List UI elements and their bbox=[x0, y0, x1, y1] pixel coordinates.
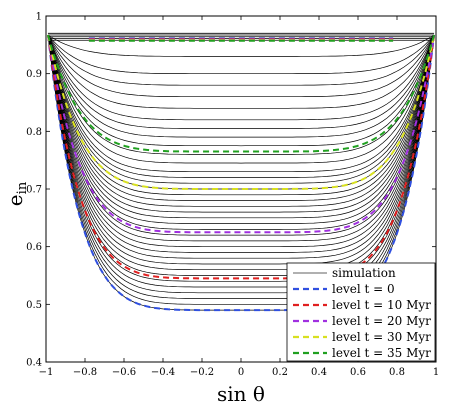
simulation-curve bbox=[47, 34, 435, 271]
y-axis-label-main: e bbox=[3, 194, 27, 206]
simulation-curve bbox=[47, 34, 435, 121]
simulation-curve bbox=[47, 34, 435, 236]
simulation-curve bbox=[47, 34, 435, 138]
x-tick-label: 0.4 bbox=[311, 367, 327, 378]
simulation-curve bbox=[47, 34, 435, 196]
legend-label: level t = 0 bbox=[332, 282, 395, 296]
legend-label: level t = 35 Myr bbox=[332, 346, 431, 360]
y-tick-label: 0.9 bbox=[26, 69, 42, 80]
simulation-curve bbox=[47, 34, 435, 207]
simulation-curve bbox=[47, 34, 435, 282]
y-axis-label-sub: in bbox=[15, 181, 30, 194]
level-curve bbox=[47, 34, 436, 234]
x-tick-label: 0.8 bbox=[389, 367, 405, 378]
simulation-curve bbox=[47, 34, 435, 75]
simulation-curve bbox=[47, 34, 435, 155]
simulation-curve bbox=[47, 34, 435, 98]
x-tick-label: 1 bbox=[433, 367, 439, 378]
x-tick-label: −0.2 bbox=[190, 367, 214, 378]
x-tick-label: −0.6 bbox=[112, 367, 136, 378]
simulation-curve bbox=[47, 34, 435, 265]
simulation-curve bbox=[47, 34, 435, 129]
y-tick-label: 0.8 bbox=[26, 127, 42, 138]
y-tick-label: 0.5 bbox=[26, 300, 42, 311]
x-tick-label: −0.8 bbox=[73, 367, 97, 378]
y-tick-label: 1 bbox=[36, 12, 42, 23]
y-tick-label: 0.7 bbox=[26, 185, 42, 196]
x-tick-label: 0.2 bbox=[272, 367, 288, 378]
simulation-curve bbox=[47, 34, 435, 230]
simulation-curve bbox=[47, 34, 435, 109]
simulation-curve bbox=[47, 34, 435, 173]
simulation-curve bbox=[47, 34, 435, 184]
simulation-curve bbox=[47, 34, 435, 219]
simulation-curve bbox=[47, 34, 435, 178]
x-tick-label: 0.6 bbox=[350, 367, 366, 378]
x-axis-label: sin θ bbox=[217, 382, 265, 406]
simulation-curve bbox=[47, 34, 435, 242]
simulation-curve bbox=[47, 34, 435, 201]
simulation-curve bbox=[47, 34, 435, 253]
legend-label: level t = 10 Myr bbox=[332, 298, 431, 312]
simulation-curve bbox=[47, 34, 435, 86]
simulation-curve bbox=[47, 34, 435, 224]
legend-label: simulation bbox=[332, 266, 396, 280]
legend-label: level t = 30 Myr bbox=[332, 330, 431, 344]
simulation-curve bbox=[47, 34, 435, 147]
simulation-curve bbox=[47, 34, 435, 276]
y-tick-label: 0.6 bbox=[26, 242, 42, 253]
simulation-curve bbox=[47, 34, 435, 57]
legend-label: level t = 20 Myr bbox=[332, 314, 431, 328]
simulation-curve bbox=[47, 34, 435, 259]
simulation-curve bbox=[47, 34, 435, 248]
simulation-curve bbox=[47, 34, 435, 164]
simulation-curve bbox=[47, 34, 435, 190]
x-tick-label: −1 bbox=[39, 367, 54, 378]
simulation-curves bbox=[47, 32, 435, 311]
y-axis-label: ein bbox=[3, 181, 30, 206]
simulation-curve bbox=[47, 34, 435, 213]
x-tick-label: −0.4 bbox=[151, 367, 175, 378]
legend-box bbox=[286, 262, 436, 362]
legend: simulation level t = 0 level t = 10 Myr lev… bbox=[286, 262, 436, 362]
y-tick-label: 0.4 bbox=[26, 358, 42, 369]
level-curve bbox=[47, 34, 436, 280]
x-tick-label: 0 bbox=[238, 367, 244, 378]
axis-ticks: −1 −0.8 −0.6 −0.4 −0.2 0 0.2 0.4 0.6 0.8 1 0.4 0.5 0.… bbox=[26, 12, 439, 379]
